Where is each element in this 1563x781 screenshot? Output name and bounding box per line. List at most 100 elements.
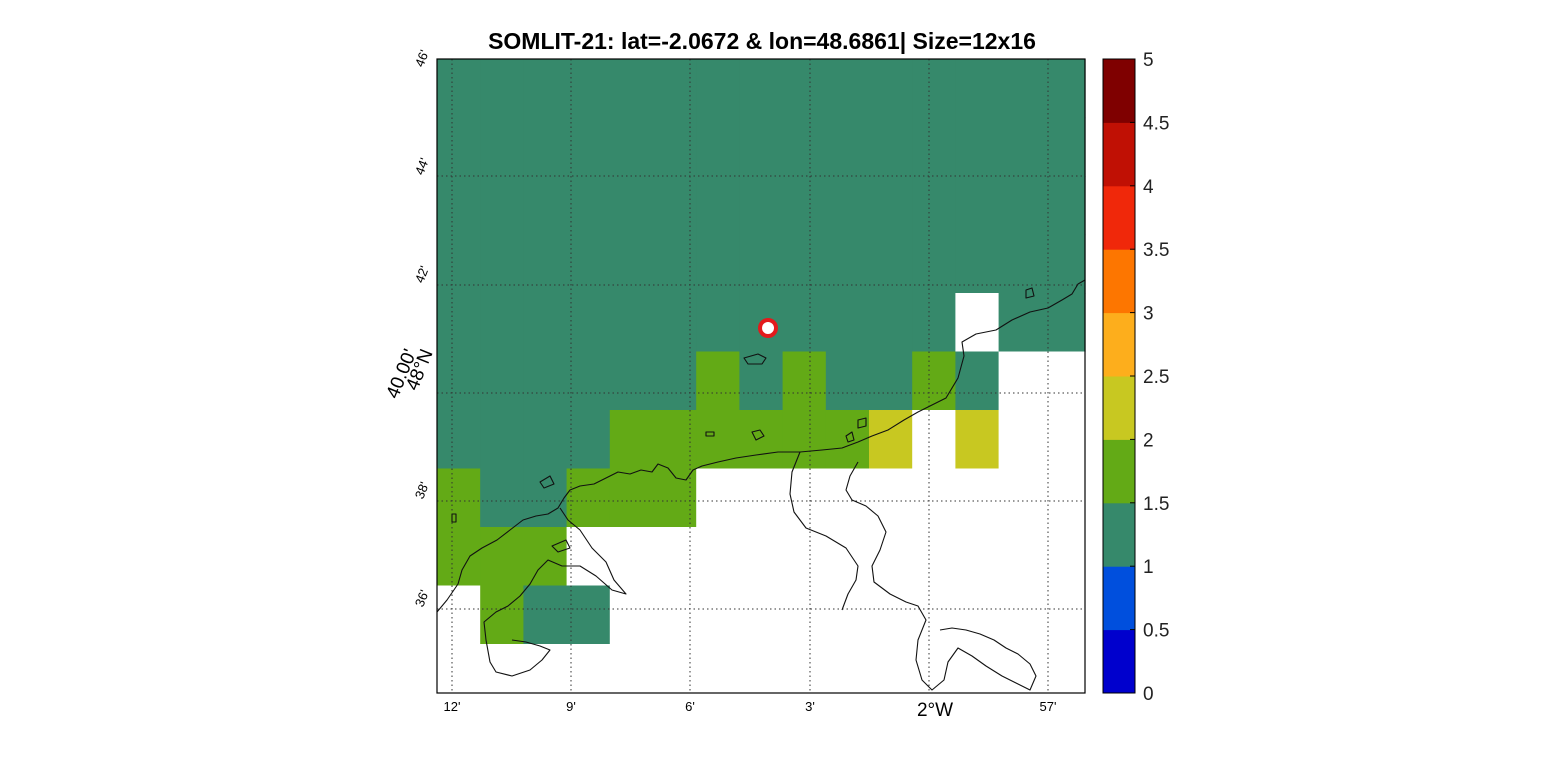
lat-tick-label: 42': [412, 264, 432, 285]
data-cell: [1041, 468, 1086, 528]
data-cell: [1041, 293, 1086, 353]
data-cell: [912, 644, 956, 704]
data-cell: [437, 117, 481, 177]
data-cell: [955, 176, 1000, 236]
data-cell: [696, 644, 740, 704]
data-cell: [480, 234, 524, 294]
colorbar-segment: [1103, 502, 1135, 567]
data-cells: [437, 59, 1086, 704]
data-cell: [523, 293, 568, 353]
data-cell: [566, 176, 611, 236]
data-cell: [869, 351, 913, 411]
data-cell: [437, 468, 481, 528]
colorbar-tick-label: 0: [1143, 684, 1154, 705]
lat-tick-label: 36': [412, 588, 432, 609]
data-cell: [437, 410, 481, 470]
station-marker-ring: [758, 318, 778, 338]
data-cell: [696, 176, 740, 236]
data-cell: [609, 351, 654, 411]
island: [1025, 287, 1035, 299]
colorbar-tick-label: 0.5: [1143, 621, 1169, 642]
longitude-tick-labels: 12' 9' 6' 3' 2°W 57': [444, 699, 1057, 721]
colorbar-tick-label: 2.5: [1143, 367, 1169, 388]
colorbar-segment: [1103, 376, 1135, 440]
data-cell: [739, 234, 784, 294]
data-cell: [1041, 527, 1086, 587]
data-cell: [437, 351, 481, 411]
data-cell: [523, 117, 568, 177]
data-cell: [955, 59, 1000, 119]
data-cell: [566, 468, 611, 528]
data-cell: [480, 117, 524, 177]
data-cell: [912, 585, 956, 645]
data-cell: [566, 59, 611, 119]
coastline-main: [436, 279, 1086, 613]
data-cell: [566, 351, 611, 411]
data-cell: [912, 293, 956, 353]
data-cell: [912, 351, 956, 411]
data-cell: [782, 644, 827, 704]
data-cell: [739, 176, 784, 236]
data-cell: [566, 527, 611, 587]
data-cell: [739, 468, 784, 528]
data-cell: [480, 410, 524, 470]
data-cell: [609, 527, 654, 587]
data-cell: [869, 59, 913, 119]
data-cell: [437, 585, 481, 645]
data-cell: [696, 293, 740, 353]
data-cell: [696, 234, 740, 294]
island: [743, 353, 767, 365]
data-cell: [609, 59, 654, 119]
data-cell: [955, 410, 1000, 470]
colorbar-segment: [1103, 312, 1135, 377]
data-cell: [955, 527, 1000, 587]
data-cell: [523, 59, 568, 119]
data-cell: [998, 527, 1043, 587]
data-cell: [566, 644, 611, 704]
island: [539, 475, 555, 489]
colorbar-tick-labels: 0 0.5 1 1.5 2 2.5 3 3.5 4 4.5 5: [1130, 50, 1169, 705]
data-cell: [955, 117, 1000, 177]
colorbar-segment: [1103, 185, 1135, 250]
coastline-estuary: [483, 507, 627, 677]
station-marker: [758, 318, 778, 338]
data-cell: [523, 644, 568, 704]
data-cell: [955, 293, 1000, 353]
data-cell: [566, 410, 611, 470]
data-cell: [912, 117, 956, 177]
graticule: [437, 59, 1085, 693]
data-cell: [998, 117, 1043, 177]
data-cell: [437, 234, 481, 294]
data-cell: [566, 117, 611, 177]
data-cell: [696, 468, 740, 528]
colorbar-tick-label: 3: [1143, 304, 1154, 325]
data-cell: [566, 585, 611, 645]
data-cell: [998, 644, 1043, 704]
lon-tick-label: 3': [805, 699, 815, 714]
data-cell: [609, 293, 654, 353]
data-cell: [869, 117, 913, 177]
colorbar-tick-label: 4: [1143, 177, 1154, 198]
data-cell: [696, 59, 740, 119]
data-cell: [523, 468, 568, 528]
colorbar-segment: [1103, 249, 1135, 314]
data-cell: [912, 468, 956, 528]
data-cell: [782, 585, 827, 645]
data-cell: [1041, 585, 1086, 645]
colorbar-tick-label: 5: [1143, 50, 1154, 71]
colorbar-segments: [1103, 59, 1135, 694]
island: [751, 429, 765, 441]
lon-tick-label: 12': [444, 699, 461, 714]
data-cell: [998, 468, 1043, 528]
data-cell: [869, 410, 913, 470]
data-cell: [1041, 117, 1086, 177]
data-cell: [609, 410, 654, 470]
data-cell: [782, 176, 827, 236]
colorbar-segment: [1103, 59, 1135, 123]
coastline-inlet: [789, 451, 859, 611]
data-cell: [739, 410, 784, 470]
island: [857, 417, 867, 429]
data-cell: [955, 468, 1000, 528]
colorbar-tick-label: 3.5: [1143, 240, 1169, 261]
data-cell: [998, 234, 1043, 294]
